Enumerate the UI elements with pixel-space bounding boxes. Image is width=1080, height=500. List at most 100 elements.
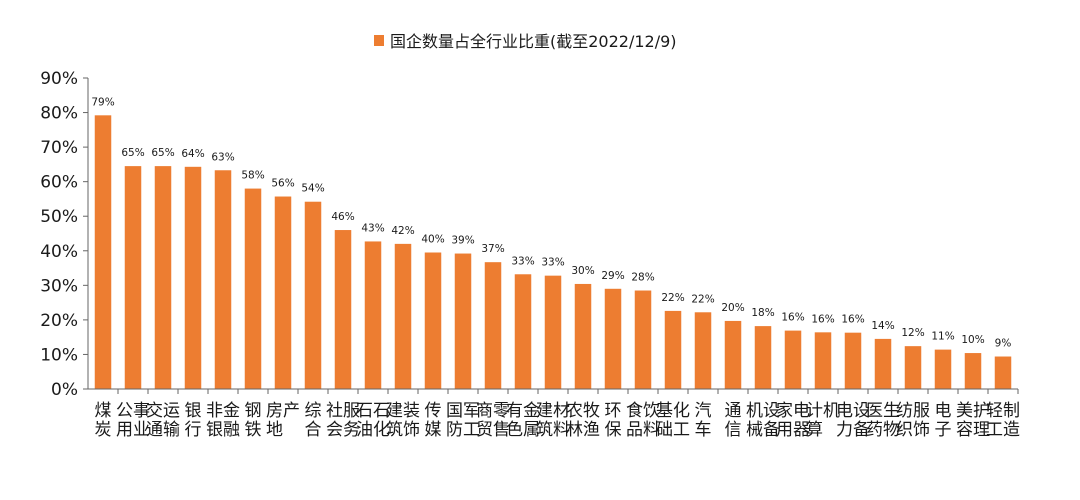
x-tick-label: 社会服务 (326, 401, 360, 440)
data-label: 46% (331, 211, 354, 223)
data-label: 18% (751, 307, 774, 319)
y-tick-label: 80% (40, 104, 78, 124)
data-label: 64% (181, 148, 204, 160)
x-tick-label: 美容护理 (956, 401, 990, 440)
bar (934, 349, 952, 389)
x-tick-label: 煤炭 (95, 401, 112, 440)
bar (544, 275, 562, 389)
x-tick-label: 非银金融 (206, 401, 240, 440)
bar (814, 332, 832, 389)
data-label: 28% (631, 272, 654, 284)
data-label: 63% (211, 151, 234, 163)
x-tick-label: 环保 (605, 401, 622, 440)
bar (364, 241, 382, 389)
x-tick-label: 汽车 (695, 401, 712, 440)
y-tick-label: 20% (40, 311, 78, 331)
data-label: 65% (151, 147, 174, 159)
x-tick-label: 综合 (305, 401, 322, 440)
x-tick-label: 纺织服饰 (896, 401, 930, 440)
bar (184, 166, 202, 389)
y-axis: 0% 10% 20% 30% 40% 50% 60% 70% 80% 90% (40, 69, 89, 400)
data-label: 43% (361, 222, 384, 234)
y-tick-label: 50% (40, 207, 78, 227)
x-tick-label: 国防军工 (446, 401, 480, 440)
bar (694, 312, 712, 389)
data-label: 11% (931, 331, 954, 343)
bar (154, 166, 172, 389)
x-tick-label: 电子 (935, 401, 952, 440)
data-label: 30% (571, 265, 594, 277)
data-labels: 79% 65% 65% 64% 63% 58% 56% 54% 46% 43% 42% 40% 39% 3… (91, 96, 1011, 349)
bar (574, 283, 592, 389)
data-label: 22% (691, 293, 714, 305)
x-tick-label: 公用事业 (116, 401, 150, 440)
bar (724, 320, 742, 389)
x-tick-label: 通信 (725, 401, 742, 440)
legend-label: 国企数量占全行业比重(截至2022/12/9) (390, 32, 677, 51)
x-tick-label: 基础化工 (656, 401, 690, 440)
data-label: 29% (601, 270, 624, 282)
bar (334, 230, 352, 389)
data-label: 22% (661, 292, 684, 304)
x-tick-label: 钢铁 (245, 401, 262, 440)
x-tick-label: 建筑材料 (536, 401, 570, 440)
data-label: 9% (995, 338, 1012, 350)
bar (274, 196, 292, 389)
x-tick-label: 交通运输 (146, 401, 180, 440)
bar (784, 330, 802, 389)
data-label: 79% (91, 96, 114, 108)
x-tick-label: 房地产 (266, 401, 300, 440)
y-tick-label: 0% (51, 380, 78, 400)
bar (664, 310, 682, 389)
data-label: 33% (511, 255, 534, 267)
data-label: 56% (271, 178, 294, 190)
x-tick-label: 计算机 (806, 401, 840, 440)
data-label: 14% (871, 320, 894, 332)
bar (244, 188, 262, 389)
y-tick-label: 40% (40, 242, 78, 262)
legend-swatch (374, 35, 384, 46)
data-label: 39% (451, 235, 474, 247)
data-label: 16% (811, 313, 834, 325)
bar (394, 243, 412, 389)
data-label: 20% (721, 302, 744, 314)
data-label: 42% (391, 225, 414, 237)
bar (874, 338, 892, 389)
y-tick-label: 10% (40, 345, 78, 365)
x-tick-label: 医药生物 (866, 401, 900, 440)
bar (994, 356, 1012, 389)
bar (214, 170, 232, 389)
bar (514, 274, 532, 389)
y-tick-label: 30% (40, 276, 78, 296)
bar (424, 252, 442, 389)
bar (304, 201, 322, 389)
x-tick-label: 有色金属 (506, 401, 540, 440)
x-tick-label: 银行 (185, 401, 202, 440)
data-label: 40% (421, 234, 444, 246)
x-tick-label: 电力设备 (836, 401, 870, 440)
x-tick-label: 石油石化 (356, 401, 390, 440)
bar (94, 115, 112, 389)
data-label: 37% (481, 243, 504, 255)
bar (904, 346, 922, 389)
legend: 国企数量占全行业比重(截至2022/12/9) (374, 32, 677, 51)
x-tick-label: 商贸零售 (476, 401, 510, 440)
bar (964, 353, 982, 389)
data-label: 65% (121, 147, 144, 159)
bar (604, 288, 622, 389)
bar (844, 332, 862, 389)
bar (484, 262, 502, 389)
x-tick-label: 建筑装饰 (386, 401, 420, 440)
bar (454, 253, 472, 389)
data-label: 16% (841, 314, 864, 326)
data-label: 12% (901, 327, 924, 339)
data-label: 54% (301, 183, 324, 195)
bar (634, 290, 652, 389)
data-label: 10% (961, 334, 984, 346)
data-label: 16% (781, 312, 804, 324)
bars (94, 115, 1012, 389)
y-tick-label: 70% (40, 138, 78, 158)
